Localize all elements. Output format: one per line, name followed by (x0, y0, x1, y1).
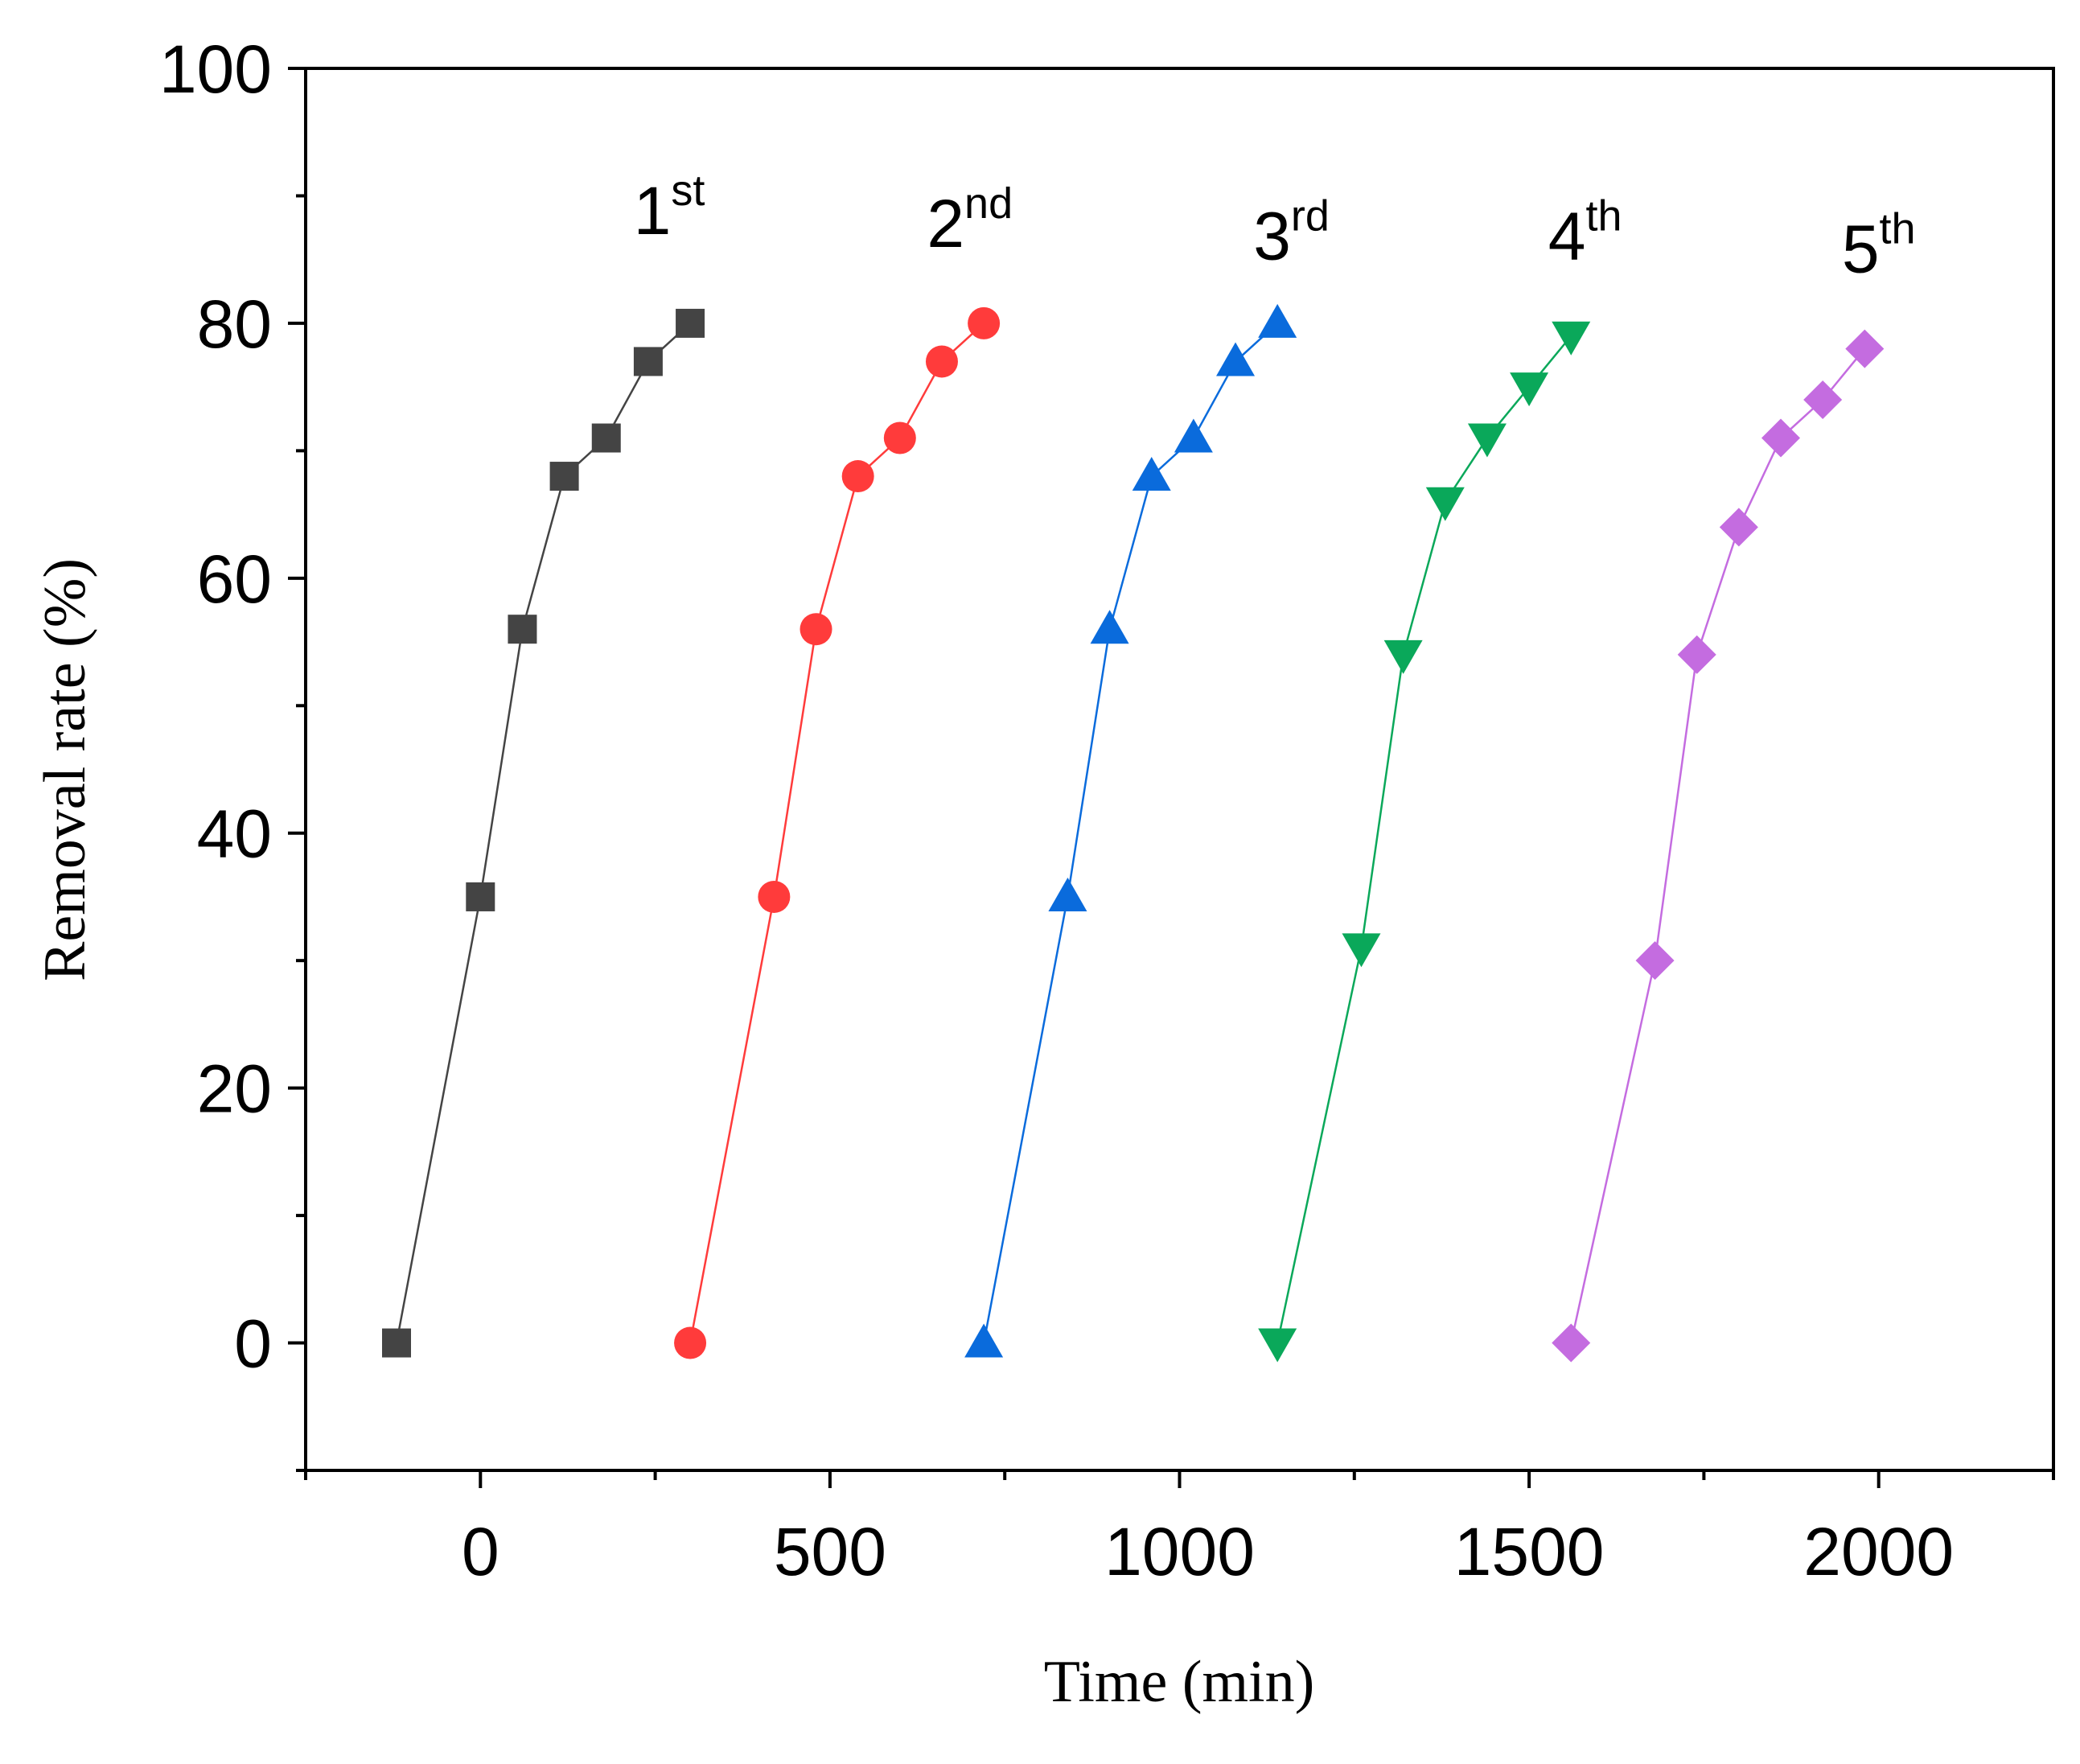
data-point-1st (508, 615, 537, 644)
data-point-4th (1342, 933, 1381, 968)
data-point-4th (1552, 321, 1591, 356)
data-point-2nd (883, 421, 916, 454)
x-tick-label: 2000 (1803, 1514, 1954, 1589)
cycle-label-suffix: th (1585, 192, 1622, 241)
series-5th (1552, 329, 1885, 1363)
y-axis-title: Removal rate (%) (32, 558, 98, 981)
data-point-3rd (964, 1323, 1004, 1358)
series-1st (381, 308, 705, 1358)
y-tick-label: 0 (234, 1306, 272, 1382)
data-point-3rd (1174, 418, 1213, 453)
cycle-label-5th: 5th (1842, 205, 1916, 287)
data-point-1st (633, 347, 663, 376)
series-line-2nd (689, 322, 985, 1343)
data-point-5th (1677, 635, 1716, 674)
series-layer (381, 303, 1885, 1363)
data-point-5th (1845, 329, 1885, 368)
cycle-label-number: 2 (927, 186, 964, 261)
series-3rd (964, 303, 1297, 1358)
cycle-label-2nd: 2nd (927, 179, 1013, 261)
series-line-3rd (982, 322, 1279, 1343)
cycle-label-1st: 1st (634, 167, 705, 249)
data-point-3rd (1132, 457, 1171, 491)
cycle-label-3rd: 3rd (1253, 192, 1330, 274)
data-point-1st (676, 308, 705, 338)
data-point-4th (1425, 487, 1465, 521)
y-axis-ticks: 0 20 40 60 80 100 (159, 31, 306, 1472)
series-line-5th (1570, 347, 1866, 1343)
series-2nd (674, 306, 1001, 1359)
x-tick-label: 1000 (1104, 1514, 1255, 1589)
series-line-4th (1276, 335, 1572, 1343)
y-tick-label: 60 (197, 541, 272, 617)
data-point-2nd (841, 460, 874, 493)
series-line-1st (395, 322, 691, 1343)
cycle-label-number: 4 (1548, 199, 1586, 274)
data-point-1st (591, 423, 621, 453)
x-axis-title: Time (min) (1044, 1649, 1314, 1715)
x-tick-label: 500 (774, 1514, 886, 1589)
cycle-label-4th: 4th (1548, 192, 1622, 274)
cycle-label-suffix: st (671, 167, 705, 215)
data-point-3rd (1216, 342, 1256, 376)
data-point-2nd (968, 306, 1001, 339)
plot-frame (304, 67, 2055, 1472)
data-point-2nd (758, 880, 791, 913)
x-axis-ticks: 0 500 1000 1500 2000 (304, 1470, 2055, 1589)
data-point-5th (1803, 380, 1843, 419)
cycle-label-suffix: rd (1291, 192, 1330, 241)
cycle-label-suffix: th (1880, 205, 1916, 253)
data-point-2nd (674, 1326, 707, 1359)
data-point-5th (1635, 941, 1675, 981)
cycle-label-number: 5 (1842, 212, 1880, 287)
data-point-1st (466, 882, 495, 911)
data-point-5th (1552, 1323, 1591, 1363)
cycle-label-number: 1 (634, 173, 672, 249)
data-point-3rd (1048, 877, 1087, 911)
y-tick-label: 100 (159, 31, 272, 107)
data-point-4th (1467, 423, 1507, 458)
y-tick-label: 80 (197, 286, 272, 362)
x-tick-label: 0 (462, 1514, 499, 1589)
cycle-label-number: 3 (1253, 199, 1291, 274)
data-point-5th (1761, 418, 1801, 458)
data-point-2nd (925, 345, 958, 378)
data-point-5th (1719, 508, 1758, 547)
data-point-3rd (1258, 303, 1297, 338)
data-point-4th (1383, 639, 1423, 674)
cycle-labels: 1st 2nd 3rd 4th 5th (634, 167, 1916, 287)
x-tick-label: 1500 (1454, 1514, 1605, 1589)
data-point-4th (1258, 1328, 1297, 1363)
data-point-3rd (1090, 610, 1129, 644)
y-tick-label: 20 (197, 1051, 272, 1127)
data-point-4th (1510, 372, 1549, 407)
y-tick-label: 40 (197, 796, 272, 872)
cycle-label-suffix: nd (964, 179, 1013, 228)
data-point-2nd (800, 613, 832, 646)
data-point-1st (381, 1328, 411, 1358)
data-point-1st (549, 462, 579, 491)
series-4th (1258, 321, 1591, 1363)
